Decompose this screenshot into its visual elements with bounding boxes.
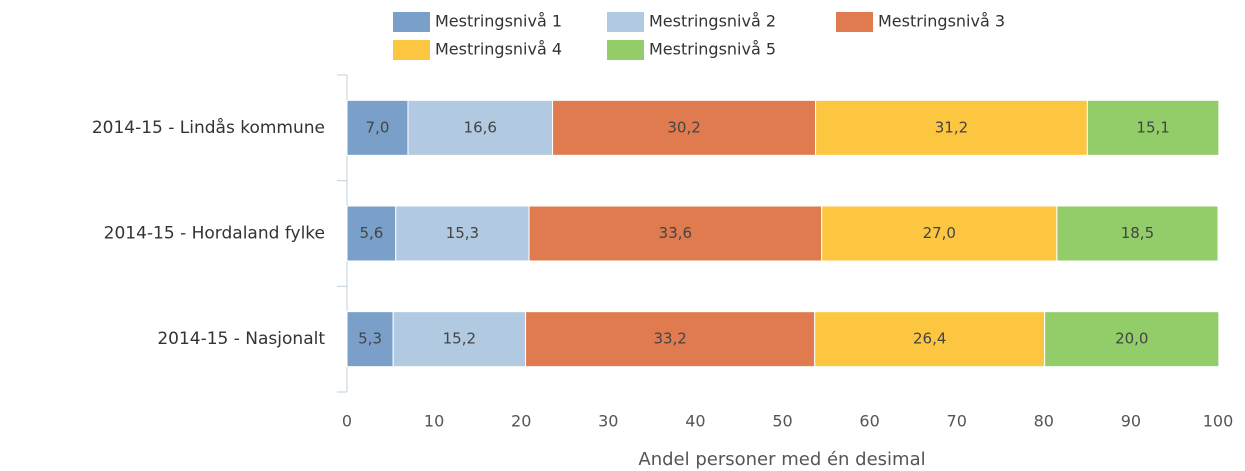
- data-label: 18,5: [1121, 224, 1154, 242]
- data-label: 15,3: [446, 224, 479, 242]
- legend-label: Mestringsnivå 3: [878, 12, 1005, 31]
- bar-segment: [821, 205, 1058, 262]
- legend-label: Mestringsnivå 5: [649, 40, 776, 59]
- data-label: 15,2: [443, 330, 476, 348]
- bar-segment: [1086, 99, 1220, 156]
- data-label: 7,0: [366, 118, 390, 136]
- legend-label: Mestringsnivå 2: [649, 12, 776, 31]
- data-label: 15,1: [1136, 118, 1169, 136]
- bar-segment: [814, 311, 1046, 368]
- legend-label: Mestringsnivå 1: [435, 12, 562, 31]
- x-tick-label: 80: [1034, 412, 1054, 431]
- x-tick-label: 0: [342, 412, 352, 431]
- legend-swatch: [607, 40, 644, 60]
- x-tick-label: 30: [598, 412, 618, 431]
- data-label: 20,0: [1115, 330, 1148, 348]
- bar-segment: [1056, 205, 1219, 262]
- bar-segment: [525, 311, 816, 368]
- data-label: 27,0: [923, 224, 956, 242]
- x-tick-label: 90: [1121, 412, 1141, 431]
- bar-segment: [407, 99, 554, 156]
- legend-swatch: [393, 40, 430, 60]
- data-label: 33,2: [653, 330, 686, 348]
- x-tick-label: 40: [685, 412, 705, 431]
- bar-segment: [815, 99, 1088, 156]
- data-label: 30,2: [667, 118, 700, 136]
- x-tick-label: 70: [947, 412, 967, 431]
- x-tick-label: 20: [511, 412, 531, 431]
- legend-swatch: [836, 12, 873, 32]
- legend-label: Mestringsnivå 4: [435, 40, 562, 59]
- data-label: 31,2: [935, 118, 968, 136]
- bar-segment: [346, 311, 394, 368]
- legend-swatch: [393, 12, 430, 32]
- data-label: 5,6: [359, 224, 383, 242]
- data-label: 26,4: [913, 330, 946, 348]
- bar-segment: [552, 99, 817, 156]
- x-tick-label: 60: [859, 412, 879, 431]
- data-label: 5,3: [358, 330, 382, 348]
- y-tick-label: 2014-15 - Hordaland fylke: [104, 224, 325, 244]
- x-axis-title: Andel personer med én desimal: [638, 449, 925, 470]
- data-label: 33,6: [659, 224, 692, 242]
- x-tick-label: 50: [772, 412, 792, 431]
- x-tick-label: 10: [424, 412, 444, 431]
- bar-segment: [395, 205, 530, 262]
- y-tick-label: 2014-15 - Lindås kommune: [92, 117, 325, 138]
- x-tick-label: 100: [1203, 412, 1234, 431]
- legend-swatch: [607, 12, 644, 32]
- data-label: 16,6: [464, 118, 497, 136]
- bar-segment: [346, 99, 409, 156]
- bar-segment: [1044, 311, 1220, 368]
- y-tick-label: 2014-15 - Nasjonalt: [157, 329, 325, 349]
